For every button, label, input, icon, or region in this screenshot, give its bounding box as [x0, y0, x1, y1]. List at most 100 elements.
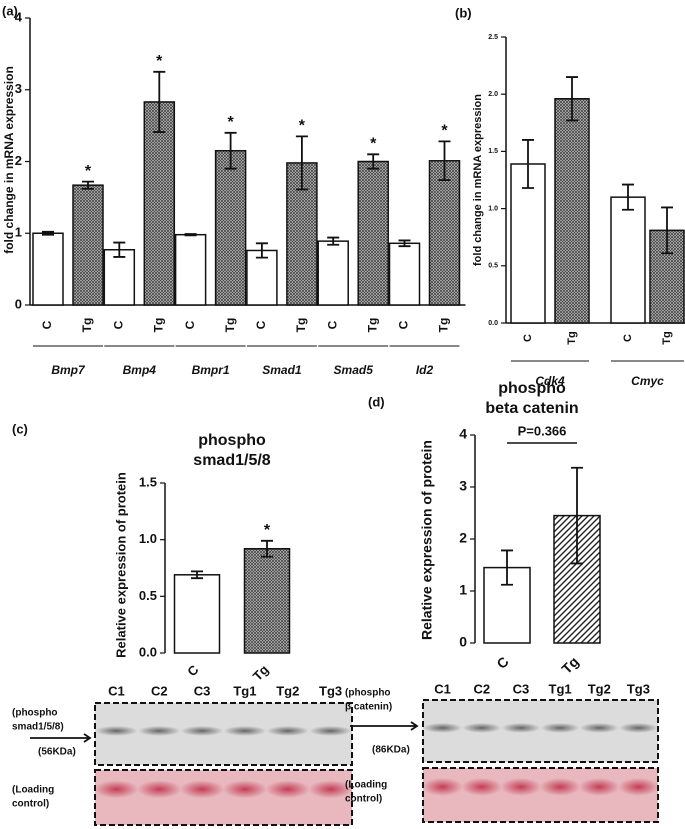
group-label: Cmyc [631, 374, 664, 388]
significance-marker: * [156, 53, 163, 70]
error-bar [398, 239, 411, 248]
error-bar [566, 76, 578, 122]
y-tick-label: 1.0 [139, 531, 157, 546]
lane-label: C2 [473, 681, 490, 696]
x-tick-label: Tg [223, 318, 237, 333]
error-bar [661, 206, 673, 255]
y-tick-label: 3 [15, 81, 22, 96]
error-bar [367, 153, 380, 170]
loading-label: (Loading [345, 780, 387, 791]
y-axis-label: fold change in mRNA expression [472, 94, 484, 266]
y-tick-label: 0 [15, 296, 22, 311]
y-tick-label: 0.5 [488, 263, 498, 270]
group-label: Bmp4 [123, 363, 157, 377]
loading-band [461, 777, 503, 796]
y-axis-label: fold change in mRNA expression [2, 66, 16, 254]
group-label: Bmpr1 [192, 363, 230, 377]
chart-title: beta catenin [485, 400, 578, 417]
x-tick-label: Tg [558, 653, 581, 676]
significance-marker: * [370, 136, 377, 153]
bar [428, 160, 461, 306]
blot-band [579, 722, 619, 733]
blot-band [223, 725, 267, 736]
loading-blot [94, 769, 353, 826]
blot-label: (phospho [12, 708, 58, 719]
error-bar [255, 242, 268, 259]
loading-label: control) [345, 794, 382, 805]
bar [72, 184, 104, 306]
panel-label: (c) [12, 421, 28, 436]
blot-band [462, 722, 502, 733]
bar [357, 160, 389, 306]
lane-label: Tg1 [549, 681, 572, 696]
loading-band [308, 780, 353, 799]
blot [422, 699, 659, 763]
error-bar [82, 180, 94, 190]
group-label: Smad5 [334, 363, 374, 377]
error-bar [184, 233, 197, 237]
x-tick-label: C [111, 320, 125, 329]
bar [174, 233, 207, 306]
x-tick-label: Tg [250, 662, 272, 684]
error-bar [224, 131, 237, 170]
blot-label: (phospho [345, 688, 391, 699]
y-tick-label: 2.5 [488, 34, 498, 41]
bar [554, 98, 590, 324]
panel-label: (a) [2, 3, 18, 18]
blot-size: (86KDa) [372, 745, 410, 756]
error-bar [622, 183, 634, 211]
chart-title: phospho [498, 380, 566, 397]
lane-label: C3 [513, 681, 530, 696]
x-tick-label: C [183, 320, 197, 329]
loading-band [179, 780, 225, 799]
chart-title: smad1/5/8 [193, 452, 270, 469]
error-bar [113, 241, 126, 258]
lane-label: C1 [108, 683, 125, 698]
blot-band [618, 722, 659, 733]
loading-label: (Loading [12, 785, 54, 796]
blot-band [95, 725, 138, 736]
y-tick-label: 1 [459, 582, 467, 598]
x-tick-label: Tg [151, 318, 165, 333]
loading-blot [422, 767, 659, 823]
y-tick-label: 0.0 [139, 644, 157, 659]
error-bar [522, 139, 534, 189]
x-tick-label: Tg [365, 318, 379, 333]
error-bar [327, 236, 340, 246]
y-axis-label: Relative expression of protein [113, 472, 128, 658]
blot [94, 702, 353, 766]
bar [103, 249, 136, 306]
bar [610, 196, 646, 324]
y-tick-label: 1.5 [139, 474, 157, 489]
blot-band [266, 725, 310, 736]
x-tick-label: Tg [294, 318, 308, 333]
error-bar [501, 549, 513, 586]
error-bar [42, 230, 54, 236]
significance-marker: * [264, 522, 271, 539]
y-tick-label: 1.0 [488, 205, 498, 212]
panel-label: (d) [368, 394, 385, 409]
y-tick-label: 4 [459, 426, 467, 442]
lane-label: Tg3 [627, 681, 650, 696]
loading-band [265, 780, 311, 799]
y-tick-label: 0.0 [488, 320, 498, 327]
blot-band [423, 722, 463, 733]
group-label: Id2 [416, 363, 434, 377]
loading-band [500, 777, 542, 796]
group-label: Bmp7 [51, 363, 86, 377]
lane-label: C3 [194, 683, 211, 698]
loading-band [222, 780, 268, 799]
loading-band [136, 780, 182, 799]
y-tick-label: 0 [459, 634, 467, 650]
group-label: Smad1 [262, 363, 302, 377]
significance-marker: * [441, 123, 448, 140]
bar [214, 149, 247, 306]
y-tick-label: 1 [15, 225, 22, 240]
bar [246, 249, 278, 306]
panel-label: (b) [455, 5, 472, 20]
p-value: P=0.366 [518, 423, 567, 438]
chart-title: phospho [198, 432, 266, 449]
loading-band [618, 777, 659, 796]
loading-band [539, 777, 581, 796]
